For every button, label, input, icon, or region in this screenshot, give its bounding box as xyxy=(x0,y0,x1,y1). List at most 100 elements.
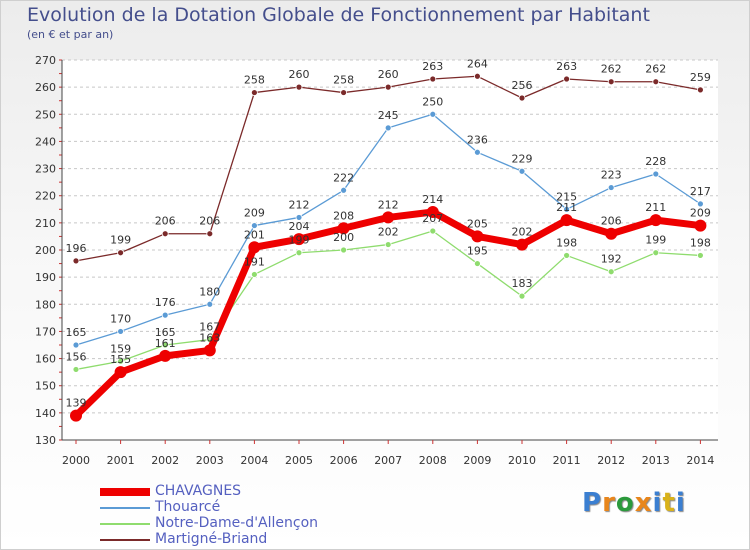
data-label: 212 xyxy=(289,198,310,211)
x-tick-label: 2014 xyxy=(686,454,714,467)
data-point xyxy=(652,249,660,257)
data-point xyxy=(518,94,526,102)
data-label: 222 xyxy=(333,171,354,184)
legend-swatch xyxy=(100,539,150,541)
data-label: 259 xyxy=(690,71,711,84)
data-label: 217 xyxy=(690,185,711,198)
data-point xyxy=(117,328,124,335)
data-point xyxy=(161,230,169,238)
data-label: 208 xyxy=(333,209,354,222)
data-point xyxy=(429,227,437,235)
data-point xyxy=(563,205,570,213)
data-point xyxy=(250,271,258,278)
data-label: 206 xyxy=(155,215,176,228)
y-tick-label: 140 xyxy=(35,407,56,420)
data-point xyxy=(607,184,615,191)
data-point xyxy=(161,311,169,319)
data-point xyxy=(384,83,392,91)
data-label: 170 xyxy=(110,312,131,325)
data-point xyxy=(473,260,481,267)
data-label: 263 xyxy=(556,60,577,73)
x-tick-label: 2013 xyxy=(642,454,670,467)
data-label: 198 xyxy=(690,236,711,249)
x-tick-label: 2001 xyxy=(107,454,135,467)
data-label: 196 xyxy=(66,242,87,255)
x-tick-label: 2003 xyxy=(196,454,224,467)
data-point xyxy=(694,219,707,232)
data-label: 258 xyxy=(244,74,265,87)
data-point xyxy=(72,366,80,373)
data-point xyxy=(473,72,481,80)
data-label: 256 xyxy=(512,79,533,92)
series-layer xyxy=(70,72,707,422)
data-point xyxy=(248,241,261,254)
data-label: 198 xyxy=(556,236,577,249)
data-point xyxy=(649,214,662,227)
data-label-layer: 196 199 206 206 258 260 258 260 263 264 256 263 262 2… xyxy=(66,57,711,409)
data-label: 183 xyxy=(512,277,533,290)
data-point xyxy=(72,257,80,265)
data-label: 180 xyxy=(199,285,220,298)
data-point xyxy=(159,349,172,362)
data-label: 228 xyxy=(645,155,666,168)
data-label: 215 xyxy=(556,190,577,203)
y-tick-label: 190 xyxy=(35,271,56,284)
legend-label: CHAVAGNES xyxy=(155,483,242,499)
data-point xyxy=(697,200,704,208)
data-point xyxy=(340,89,348,96)
y-tick-label: 150 xyxy=(35,380,56,393)
data-label: 161 xyxy=(155,337,176,350)
data-label: 211 xyxy=(645,201,666,214)
y-tick-label: 250 xyxy=(35,108,56,121)
data-label: 209 xyxy=(244,207,265,220)
data-point xyxy=(117,357,124,365)
data-label: 139 xyxy=(66,397,87,410)
y-tick-label: 130 xyxy=(35,434,56,447)
proxiti-logo: Proxiti xyxy=(582,488,686,518)
x-tick-label: 2012 xyxy=(597,454,625,467)
x-tick-label: 2006 xyxy=(330,454,358,467)
data-point xyxy=(337,222,350,235)
data-label: 212 xyxy=(378,198,399,211)
data-label: 199 xyxy=(110,234,131,247)
data-label: 163 xyxy=(199,331,220,344)
data-label: 264 xyxy=(467,57,488,70)
data-point xyxy=(206,300,214,308)
data-label: 205 xyxy=(467,217,488,230)
x-tick-label: 2011 xyxy=(553,454,581,467)
y-tick-label: 200 xyxy=(35,244,56,257)
data-label: 260 xyxy=(289,68,310,81)
data-label: 167 xyxy=(199,321,220,334)
data-point xyxy=(518,292,526,300)
x-tick-label: 2008 xyxy=(419,454,447,467)
x-tick-label: 2002 xyxy=(151,454,179,467)
x-tick-label: 2010 xyxy=(508,454,536,467)
data-label: 229 xyxy=(512,152,533,165)
data-label: 258 xyxy=(333,74,354,87)
legend-swatch xyxy=(100,523,150,525)
legend-swatch xyxy=(100,488,150,496)
data-point xyxy=(384,124,392,132)
data-label: 263 xyxy=(422,60,443,73)
data-label: 176 xyxy=(155,296,176,309)
data-label: 260 xyxy=(378,68,399,81)
data-point xyxy=(697,252,704,259)
data-point xyxy=(250,89,258,96)
data-point xyxy=(117,249,124,257)
legend-label: Thouarcé xyxy=(155,499,221,515)
data-point xyxy=(563,252,570,259)
data-point xyxy=(114,366,127,379)
data-point xyxy=(560,214,573,227)
data-label: 165 xyxy=(155,326,176,339)
data-point xyxy=(295,249,303,257)
data-point xyxy=(295,214,303,221)
data-label: 195 xyxy=(467,245,488,258)
y-tick-label: 220 xyxy=(35,190,56,203)
x-tick-label: 2007 xyxy=(374,454,402,467)
data-label: 199 xyxy=(289,234,310,247)
data-point xyxy=(72,341,80,349)
data-point xyxy=(471,230,484,243)
data-label: 191 xyxy=(244,255,265,268)
data-label: 204 xyxy=(289,220,310,233)
